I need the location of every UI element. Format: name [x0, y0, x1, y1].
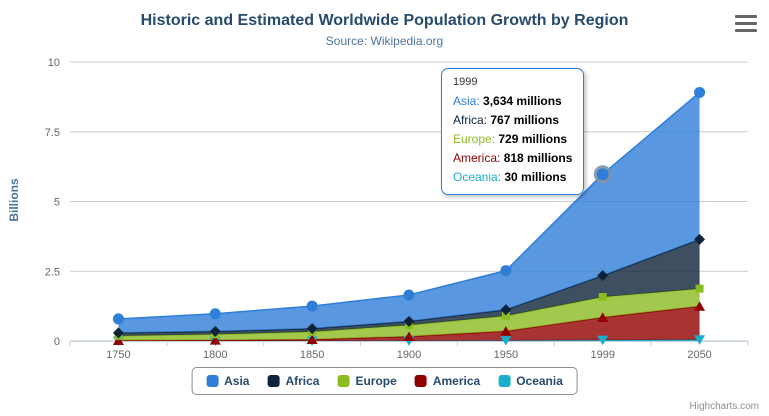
tooltip-value: 30 millions [504, 170, 567, 184]
x-axis-label: 1800 [203, 349, 227, 361]
point-europe-1950[interactable] [501, 311, 510, 320]
point-asia-1900[interactable] [403, 289, 415, 301]
legend-swatch-europe [337, 375, 350, 387]
menu-bar [735, 22, 757, 25]
chart-title: Historic and Estimated Worldwide Populat… [140, 12, 629, 29]
point-oceania-1999[interactable] [597, 335, 609, 346]
legend-label: Africa [285, 374, 320, 388]
legend-label: Oceania [516, 374, 563, 388]
point-africa-1750[interactable] [112, 327, 124, 339]
legend-item-africa[interactable]: Africa [267, 374, 319, 388]
area-america[interactable] [118, 306, 700, 341]
svg-text:5: 5 [54, 197, 60, 209]
context-menu-icon[interactable] [735, 15, 757, 32]
svg-text:7.5: 7.5 [45, 127, 60, 139]
point-africa-1999[interactable] [597, 270, 609, 282]
y-axis-labels: 0 2.5 5 7.5 10 [45, 57, 60, 348]
svg-text:0: 0 [54, 336, 60, 348]
tooltip-value: 818 millions [503, 151, 573, 165]
point-africa-1950[interactable] [500, 304, 512, 316]
point-asia-1999-hover[interactable] [596, 168, 609, 181]
area-africa[interactable] [118, 239, 700, 336]
x-axis-label: 2050 [687, 349, 711, 361]
legend-item-oceania[interactable]: Oceania [498, 374, 563, 388]
credits-link[interactable]: Highcharts.com [689, 401, 759, 412]
tooltip-row: Africa: 767 millions [453, 111, 572, 130]
legend-label: Asia [224, 374, 250, 388]
point-america-1999[interactable] [597, 312, 609, 322]
point-africa-1850[interactable] [306, 323, 318, 335]
y-axis-title: Billions [7, 178, 21, 222]
legend: Asia Africa Europe America Oceania [191, 367, 578, 395]
point-africa-2050[interactable] [694, 233, 706, 245]
point-america-2050[interactable] [694, 301, 706, 311]
point-africa-1800[interactable] [209, 325, 221, 337]
tooltip-row: Asia: 3,634 millions [453, 92, 572, 111]
tooltip-value: 3,634 millions [483, 94, 562, 108]
legend-item-europe[interactable]: Europe [337, 374, 397, 388]
point-africa-1900[interactable] [403, 315, 415, 327]
area-asia[interactable] [118, 92, 700, 333]
point-asia-1750[interactable] [112, 313, 124, 325]
tooltip-header: 1999 [453, 76, 478, 88]
point-oceania-2050[interactable] [694, 335, 706, 345]
point-america-1800[interactable] [209, 335, 221, 345]
point-asia-1800[interactable] [209, 308, 221, 320]
tooltip-series-label: Europe: [453, 132, 496, 146]
tooltip-value: 767 millions [490, 113, 560, 127]
tooltip: 1999 Asia: 3,634 millions Africa: 767 mi… [441, 68, 585, 195]
x-axis-label: 1750 [106, 349, 130, 361]
legend-label: Europe [355, 374, 397, 388]
legend-swatch-asia [206, 375, 219, 387]
point-america-1900[interactable] [403, 331, 415, 341]
x-axis-label: 1850 [300, 349, 324, 361]
point-america-1750[interactable] [112, 335, 124, 345]
point-asia-2050[interactable] [694, 86, 706, 98]
tooltip-row: Oceania: 30 millions [453, 168, 572, 187]
tooltip-series-label: Africa: [453, 113, 488, 127]
svg-text:10: 10 [48, 57, 60, 69]
tooltip-row: America: 818 millions [453, 149, 572, 168]
point-oceania-1950[interactable] [500, 336, 512, 346]
legend-swatch-oceania [498, 375, 511, 387]
tooltip-series-label: America: [453, 151, 501, 165]
point-asia-1850[interactable] [306, 300, 318, 312]
tooltip-series-label: Asia: [453, 94, 480, 108]
legend-label: America [432, 374, 481, 388]
x-axis-label: 1999 [590, 349, 614, 361]
point-asia-1950[interactable] [500, 265, 512, 277]
tooltip-row: Europe: 729 millions [453, 130, 572, 149]
series-markers[interactable] [112, 86, 706, 346]
tooltip-value: 729 millions [498, 132, 568, 146]
point-america-1950[interactable] [500, 326, 512, 336]
x-axis-label: 1900 [397, 349, 421, 361]
x-axis-label: 1950 [494, 349, 518, 361]
legend-swatch-africa [267, 375, 280, 387]
legend-item-america[interactable]: America [414, 374, 481, 388]
series-areas[interactable] [118, 91, 701, 342]
chart-subtitle: Source: Wikipedia.org [325, 34, 444, 48]
point-europe-2050[interactable] [695, 284, 704, 293]
legend-item-asia[interactable]: Asia [206, 374, 249, 388]
tooltip-series-label: Oceania: [453, 170, 502, 184]
point-america-1850[interactable] [306, 334, 318, 344]
point-europe-1999[interactable] [598, 293, 607, 302]
svg-text:2.5: 2.5 [45, 266, 60, 278]
menu-bar [735, 15, 757, 18]
menu-bar [735, 29, 757, 32]
legend-swatch-america [414, 375, 427, 387]
